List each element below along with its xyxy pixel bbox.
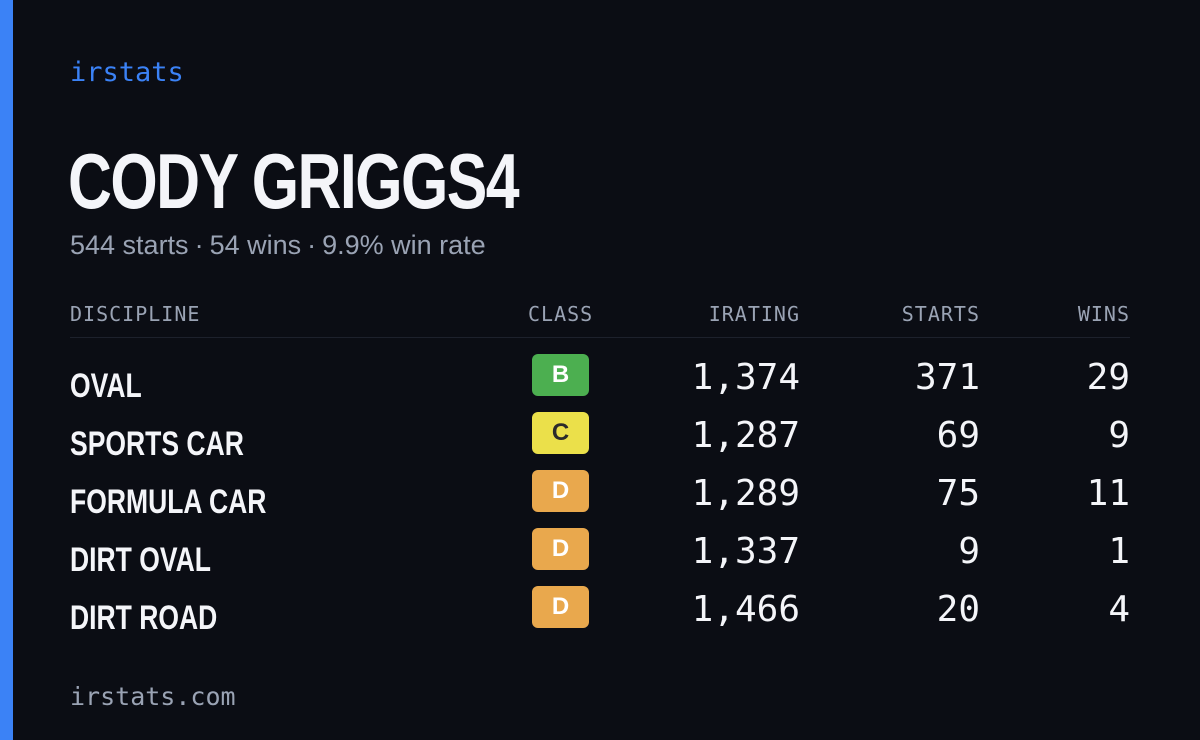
- total-starts: 544 starts: [70, 230, 189, 260]
- starts-value: 75: [936, 473, 980, 514]
- column-header-discipline: DISCIPLINE: [70, 302, 201, 326]
- summary-separator: ·: [307, 230, 317, 260]
- player-name: CODY GRIGGS4: [68, 137, 520, 225]
- irating-value: 1,374: [691, 357, 800, 398]
- accent-bar: [0, 0, 13, 740]
- table-row: DIRT OVAL D 1,337 9 1: [70, 528, 1130, 586]
- table-row: DIRT ROAD D 1,466 20 4: [70, 586, 1130, 644]
- starts-value: 9: [958, 531, 980, 572]
- win-rate: 9.9% win rate: [322, 230, 486, 260]
- irating-value: 1,466: [691, 589, 800, 630]
- table-row: OVAL B 1,374 371 29: [70, 354, 1130, 412]
- wins-value: 4: [1108, 589, 1130, 630]
- table-row: SPORTS CAR C 1,287 69 9: [70, 412, 1130, 470]
- player-summary: 544 starts · 54 wins · 9.9% win rate: [70, 228, 486, 262]
- starts-value: 69: [936, 415, 980, 456]
- table-header: DISCIPLINE CLASS IRATING STARTS WINS: [70, 298, 1130, 338]
- wins-value: 1: [1108, 531, 1130, 572]
- irating-value: 1,337: [691, 531, 800, 572]
- column-header-starts: STARTS: [901, 302, 980, 326]
- starts-value: 371: [914, 357, 980, 398]
- summary-separator: ·: [194, 230, 204, 260]
- column-header-wins: WINS: [1077, 302, 1130, 326]
- column-header-irating: IRATING: [708, 302, 800, 326]
- irating-value: 1,289: [691, 473, 800, 514]
- discipline-name: OVAL: [70, 367, 142, 405]
- discipline-table: DISCIPLINE CLASS IRATING STARTS WINS OVA…: [70, 298, 1130, 644]
- wins-value: 9: [1108, 415, 1130, 456]
- license-class-badge: C: [532, 412, 589, 454]
- starts-value: 20: [936, 589, 980, 630]
- discipline-name: DIRT OVAL: [70, 541, 211, 579]
- license-class-badge: D: [532, 586, 589, 628]
- license-class-badge: D: [532, 470, 589, 512]
- column-header-class: CLASS: [528, 302, 594, 326]
- total-wins: 54 wins: [209, 230, 302, 260]
- footer-url-link[interactable]: irstats.com: [70, 682, 236, 711]
- discipline-name: SPORTS CAR: [70, 425, 244, 463]
- discipline-name: FORMULA CAR: [70, 483, 267, 521]
- table-body: OVAL B 1,374 371 29 SPORTS CAR C 1,287 6…: [70, 354, 1130, 644]
- discipline-name: DIRT ROAD: [70, 599, 218, 637]
- brand-logo-text[interactable]: irstats: [70, 57, 184, 88]
- license-class-badge: B: [532, 354, 589, 396]
- table-row: FORMULA CAR D 1,289 75 11: [70, 470, 1130, 528]
- wins-value: 11: [1086, 473, 1130, 514]
- irating-value: 1,287: [691, 415, 800, 456]
- license-class-badge: D: [532, 528, 589, 570]
- wins-value: 29: [1086, 357, 1130, 398]
